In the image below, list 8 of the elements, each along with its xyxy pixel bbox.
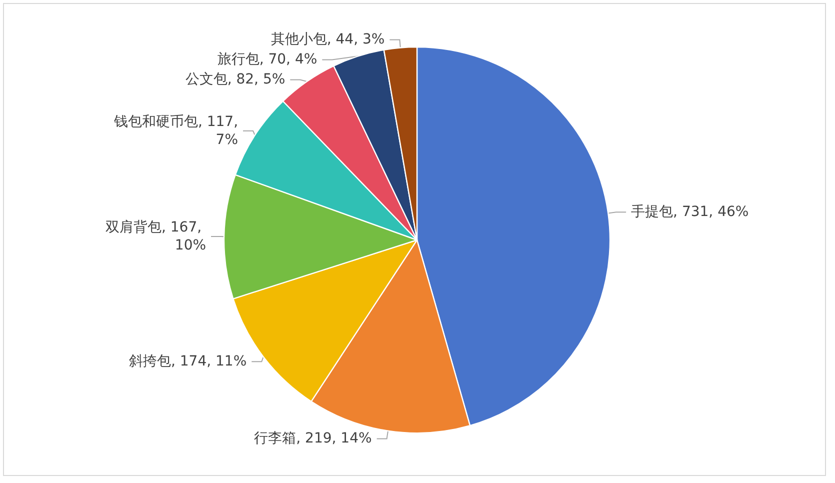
slice-label: 行李箱, 219, 14% (254, 430, 372, 447)
slice-label: 手提包, 731, 46% (631, 204, 749, 220)
slice-label: 旅行包, 70, 4% (217, 52, 318, 68)
slice-label: 公文包, 82, 5% (185, 72, 286, 88)
slice-label: 双肩背包, 167, 10% (106, 219, 206, 254)
slice-label: 斜挎包, 174, 11% (128, 354, 247, 370)
slice-label: 其他小包, 44, 3% (270, 32, 385, 48)
slice-label: 钱包和硬币包, 117, 7% (112, 114, 238, 148)
